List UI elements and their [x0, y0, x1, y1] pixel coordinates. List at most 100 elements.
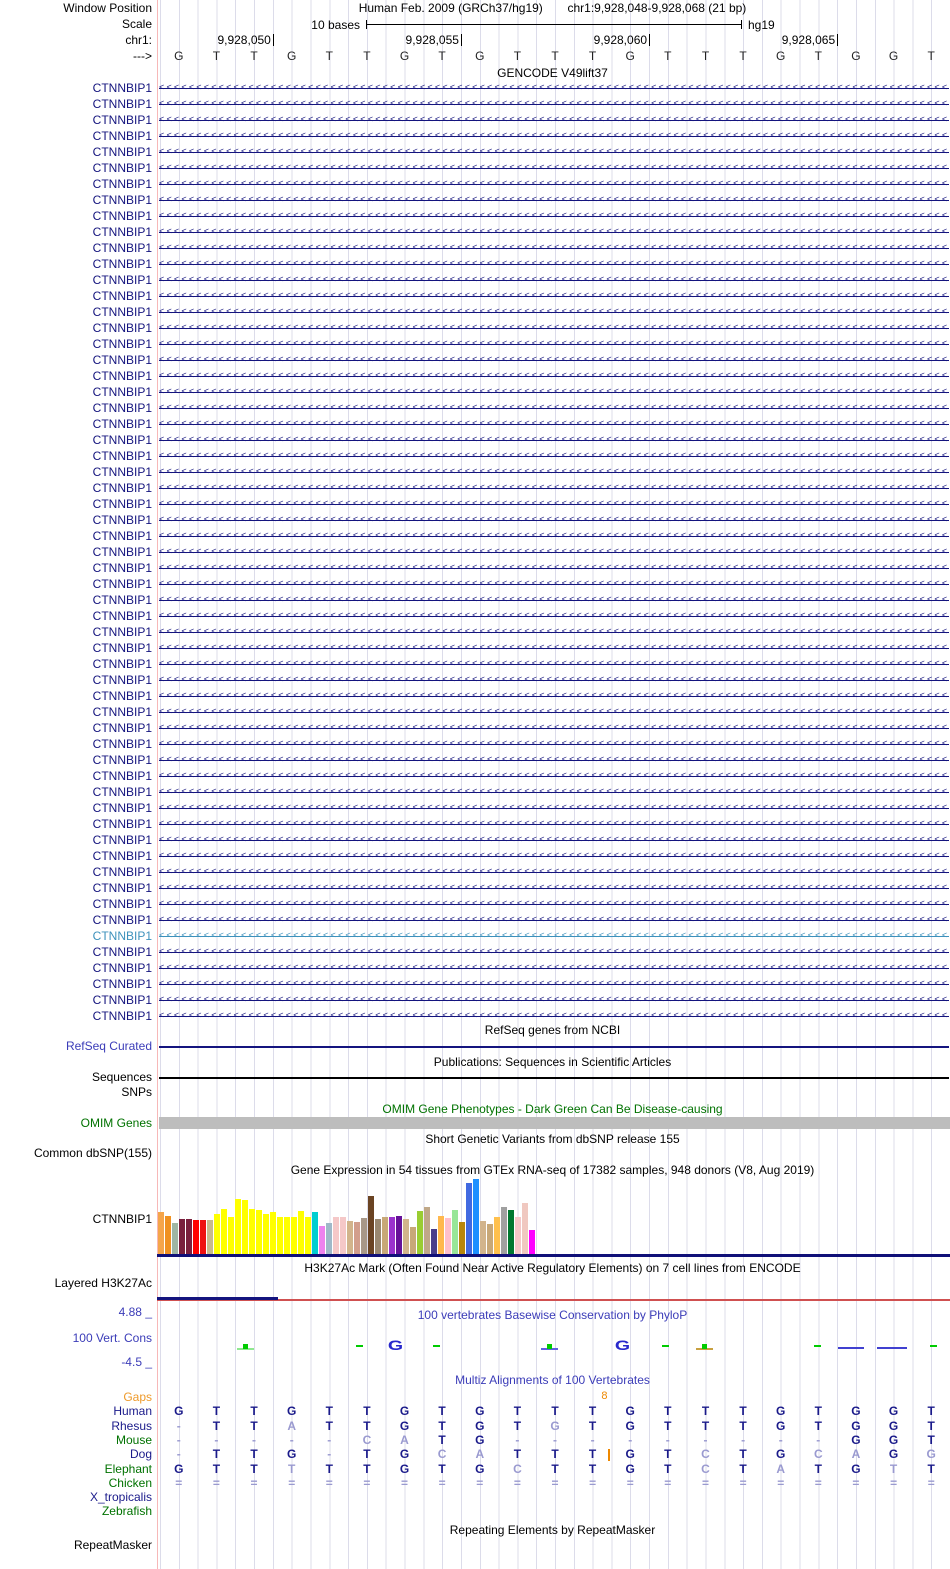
track-label-snps[interactable]: SNPs — [121, 1085, 152, 1099]
gtex-tissue-bar[interactable] — [466, 1183, 472, 1254]
gtex-tissue-bar[interactable] — [396, 1216, 402, 1254]
gene-row-label[interactable]: CTNNBIP1 — [92, 897, 152, 911]
gene-row-label[interactable]: CTNNBIP1 — [92, 529, 152, 543]
gene-row-feature[interactable]: <<<<<<<<<<<<<<<<<<<<<<<<<<<<<<<<<<<<<<<<… — [159, 896, 949, 912]
gene-row-label[interactable]: CTNNBIP1 — [92, 545, 152, 559]
gtex-tissue-bar[interactable] — [221, 1209, 227, 1254]
gene-row-feature[interactable]: <<<<<<<<<<<<<<<<<<<<<<<<<<<<<<<<<<<<<<<<… — [159, 256, 949, 272]
gtex-tissue-bar[interactable] — [382, 1217, 388, 1254]
gene-row-feature[interactable]: <<<<<<<<<<<<<<<<<<<<<<<<<<<<<<<<<<<<<<<<… — [159, 336, 949, 352]
gtex-tissue-bar[interactable] — [403, 1219, 409, 1254]
gene-row-label[interactable]: CTNNBIP1 — [92, 785, 152, 799]
gtex-tissue-bar[interactable] — [214, 1214, 220, 1254]
gene-row-label[interactable]: CTNNBIP1 — [92, 433, 152, 447]
gtex-tissue-bar[interactable] — [305, 1217, 311, 1254]
track-label-refseq-curated[interactable]: RefSeq Curated — [65, 1039, 152, 1053]
gtex-tissue-bar[interactable] — [284, 1217, 290, 1254]
gene-row-label[interactable]: CTNNBIP1 — [92, 833, 152, 847]
multiz-species-label[interactable]: Elephant — [104, 1461, 152, 1476]
gtex-tissue-bar[interactable] — [494, 1217, 500, 1254]
gtex-tissue-bar[interactable] — [312, 1212, 318, 1254]
gtex-expression-bar-chart[interactable] — [158, 1179, 548, 1254]
gtex-tissue-bar[interactable] — [389, 1217, 395, 1254]
phylop-dash[interactable] — [814, 1345, 821, 1347]
gene-row-feature[interactable]: <<<<<<<<<<<<<<<<<<<<<<<<<<<<<<<<<<<<<<<<… — [159, 96, 949, 112]
gene-row-feature[interactable]: <<<<<<<<<<<<<<<<<<<<<<<<<<<<<<<<<<<<<<<<… — [159, 176, 949, 192]
gtex-tissue-bar[interactable] — [326, 1223, 332, 1254]
gene-row-label[interactable]: CTNNBIP1 — [92, 609, 152, 623]
gtex-tissue-bar[interactable] — [256, 1210, 262, 1254]
phylop-base-letter[interactable]: G — [614, 1337, 631, 1353]
h3k27ac-signal-segment[interactable] — [157, 1297, 278, 1300]
gene-row-feature[interactable]: <<<<<<<<<<<<<<<<<<<<<<<<<<<<<<<<<<<<<<<<… — [159, 688, 949, 704]
gene-row-label[interactable]: CTNNBIP1 — [92, 193, 152, 207]
gene-row-feature[interactable]: <<<<<<<<<<<<<<<<<<<<<<<<<<<<<<<<<<<<<<<<… — [159, 752, 949, 768]
phylop-base-letter[interactable]: G — [387, 1337, 404, 1353]
gene-row-feature[interactable]: <<<<<<<<<<<<<<<<<<<<<<<<<<<<<<<<<<<<<<<<… — [159, 656, 949, 672]
track-label-gtex-gene[interactable]: CTNNBIP1 — [92, 1212, 152, 1226]
phylop-line[interactable] — [877, 1347, 907, 1349]
gene-row-label[interactable]: CTNNBIP1 — [92, 161, 152, 175]
gene-row-feature[interactable]: <<<<<<<<<<<<<<<<<<<<<<<<<<<<<<<<<<<<<<<<… — [159, 432, 949, 448]
gtex-tissue-bar[interactable] — [270, 1212, 276, 1254]
gtex-tissue-bar[interactable] — [228, 1217, 234, 1254]
gene-row-label[interactable]: CTNNBIP1 — [92, 321, 152, 335]
gene-row-label[interactable]: CTNNBIP1 — [92, 817, 152, 831]
gene-row-feature[interactable]: <<<<<<<<<<<<<<<<<<<<<<<<<<<<<<<<<<<<<<<<… — [159, 640, 949, 656]
gene-row-label[interactable]: CTNNBIP1 — [92, 801, 152, 815]
track-label-common-dbsnp[interactable]: Common dbSNP(155) — [33, 1146, 152, 1160]
gene-row-label[interactable]: CTNNBIP1 — [92, 577, 152, 591]
gene-row-feature[interactable]: <<<<<<<<<<<<<<<<<<<<<<<<<<<<<<<<<<<<<<<<… — [159, 768, 949, 784]
gene-row-label[interactable]: CTNNBIP1 — [92, 625, 152, 639]
gene-row-feature[interactable]: <<<<<<<<<<<<<<<<<<<<<<<<<<<<<<<<<<<<<<<<… — [159, 304, 949, 320]
gtex-tissue-bar[interactable] — [438, 1216, 444, 1254]
gtex-tissue-bar[interactable] — [529, 1230, 535, 1254]
gene-row-label[interactable]: CTNNBIP1 — [92, 417, 152, 431]
gene-row-label[interactable]: CTNNBIP1 — [92, 641, 152, 655]
multiz-species-label[interactable]: Mouse — [115, 1432, 152, 1447]
phylop-dotline-dot[interactable] — [243, 1344, 248, 1349]
gtex-tissue-bar[interactable] — [193, 1220, 199, 1254]
gene-row-feature[interactable]: <<<<<<<<<<<<<<<<<<<<<<<<<<<<<<<<<<<<<<<<… — [159, 288, 949, 304]
multiz-gaps-label[interactable]: Gaps — [123, 1390, 152, 1404]
gene-row-feature[interactable]: <<<<<<<<<<<<<<<<<<<<<<<<<<<<<<<<<<<<<<<<… — [159, 528, 949, 544]
gene-row-feature[interactable]: <<<<<<<<<<<<<<<<<<<<<<<<<<<<<<<<<<<<<<<<… — [159, 944, 949, 960]
gene-row-feature[interactable]: <<<<<<<<<<<<<<<<<<<<<<<<<<<<<<<<<<<<<<<<… — [159, 816, 949, 832]
gene-row-label[interactable]: CTNNBIP1 — [92, 97, 152, 111]
phylop-dash[interactable] — [356, 1345, 363, 1347]
gene-row-label[interactable]: CTNNBIP1 — [92, 1009, 152, 1023]
multiz-species-label[interactable]: Chicken — [108, 1475, 152, 1490]
phylop-dotline-dot[interactable] — [702, 1344, 707, 1349]
gene-row-feature[interactable]: <<<<<<<<<<<<<<<<<<<<<<<<<<<<<<<<<<<<<<<<… — [159, 672, 949, 688]
gene-row-label[interactable]: CTNNBIP1 — [92, 257, 152, 271]
gene-row-label[interactable]: CTNNBIP1 — [92, 465, 152, 479]
gene-row-label[interactable]: CTNNBIP1 — [92, 769, 152, 783]
gene-row-feature[interactable]: <<<<<<<<<<<<<<<<<<<<<<<<<<<<<<<<<<<<<<<<… — [159, 352, 949, 368]
gtex-tissue-bar[interactable] — [235, 1199, 241, 1254]
gene-row-label[interactable]: CTNNBIP1 — [92, 753, 152, 767]
gene-row-label[interactable]: CTNNBIP1 — [92, 673, 152, 687]
gene-row-feature[interactable]: <<<<<<<<<<<<<<<<<<<<<<<<<<<<<<<<<<<<<<<<… — [159, 560, 949, 576]
gene-row-label[interactable]: CTNNBIP1 — [92, 449, 152, 463]
gtex-tissue-bar[interactable] — [158, 1212, 164, 1254]
gtex-tissue-bar[interactable] — [375, 1219, 381, 1254]
gene-row-feature[interactable]: <<<<<<<<<<<<<<<<<<<<<<<<<<<<<<<<<<<<<<<<… — [159, 368, 949, 384]
gtex-tissue-bar[interactable] — [200, 1220, 206, 1254]
gene-row-feature[interactable]: <<<<<<<<<<<<<<<<<<<<<<<<<<<<<<<<<<<<<<<<… — [159, 976, 949, 992]
gene-row-feature[interactable]: <<<<<<<<<<<<<<<<<<<<<<<<<<<<<<<<<<<<<<<<… — [159, 208, 949, 224]
gene-row-feature[interactable]: <<<<<<<<<<<<<<<<<<<<<<<<<<<<<<<<<<<<<<<<… — [159, 192, 949, 208]
gene-row-feature[interactable]: <<<<<<<<<<<<<<<<<<<<<<<<<<<<<<<<<<<<<<<<… — [159, 272, 949, 288]
track-label-h3k27ac[interactable]: Layered H3K27Ac — [54, 1276, 152, 1290]
multiz-species-label[interactable]: Human — [113, 1404, 152, 1419]
gtex-tissue-bar[interactable] — [347, 1221, 353, 1254]
gtex-tissue-bar[interactable] — [522, 1203, 528, 1254]
gtex-tissue-bar[interactable] — [172, 1223, 178, 1254]
gene-row-feature[interactable]: <<<<<<<<<<<<<<<<<<<<<<<<<<<<<<<<<<<<<<<<… — [159, 144, 949, 160]
gene-row-label[interactable]: CTNNBIP1 — [92, 129, 152, 143]
gene-row-feature[interactable]: <<<<<<<<<<<<<<<<<<<<<<<<<<<<<<<<<<<<<<<<… — [159, 848, 949, 864]
gene-row-feature[interactable]: <<<<<<<<<<<<<<<<<<<<<<<<<<<<<<<<<<<<<<<<… — [159, 880, 949, 896]
gene-row-feature[interactable]: <<<<<<<<<<<<<<<<<<<<<<<<<<<<<<<<<<<<<<<<… — [159, 544, 949, 560]
gtex-tissue-bar[interactable] — [354, 1222, 360, 1254]
gtex-tissue-bar[interactable] — [186, 1219, 192, 1254]
gene-row-label[interactable]: CTNNBIP1 — [92, 977, 152, 991]
